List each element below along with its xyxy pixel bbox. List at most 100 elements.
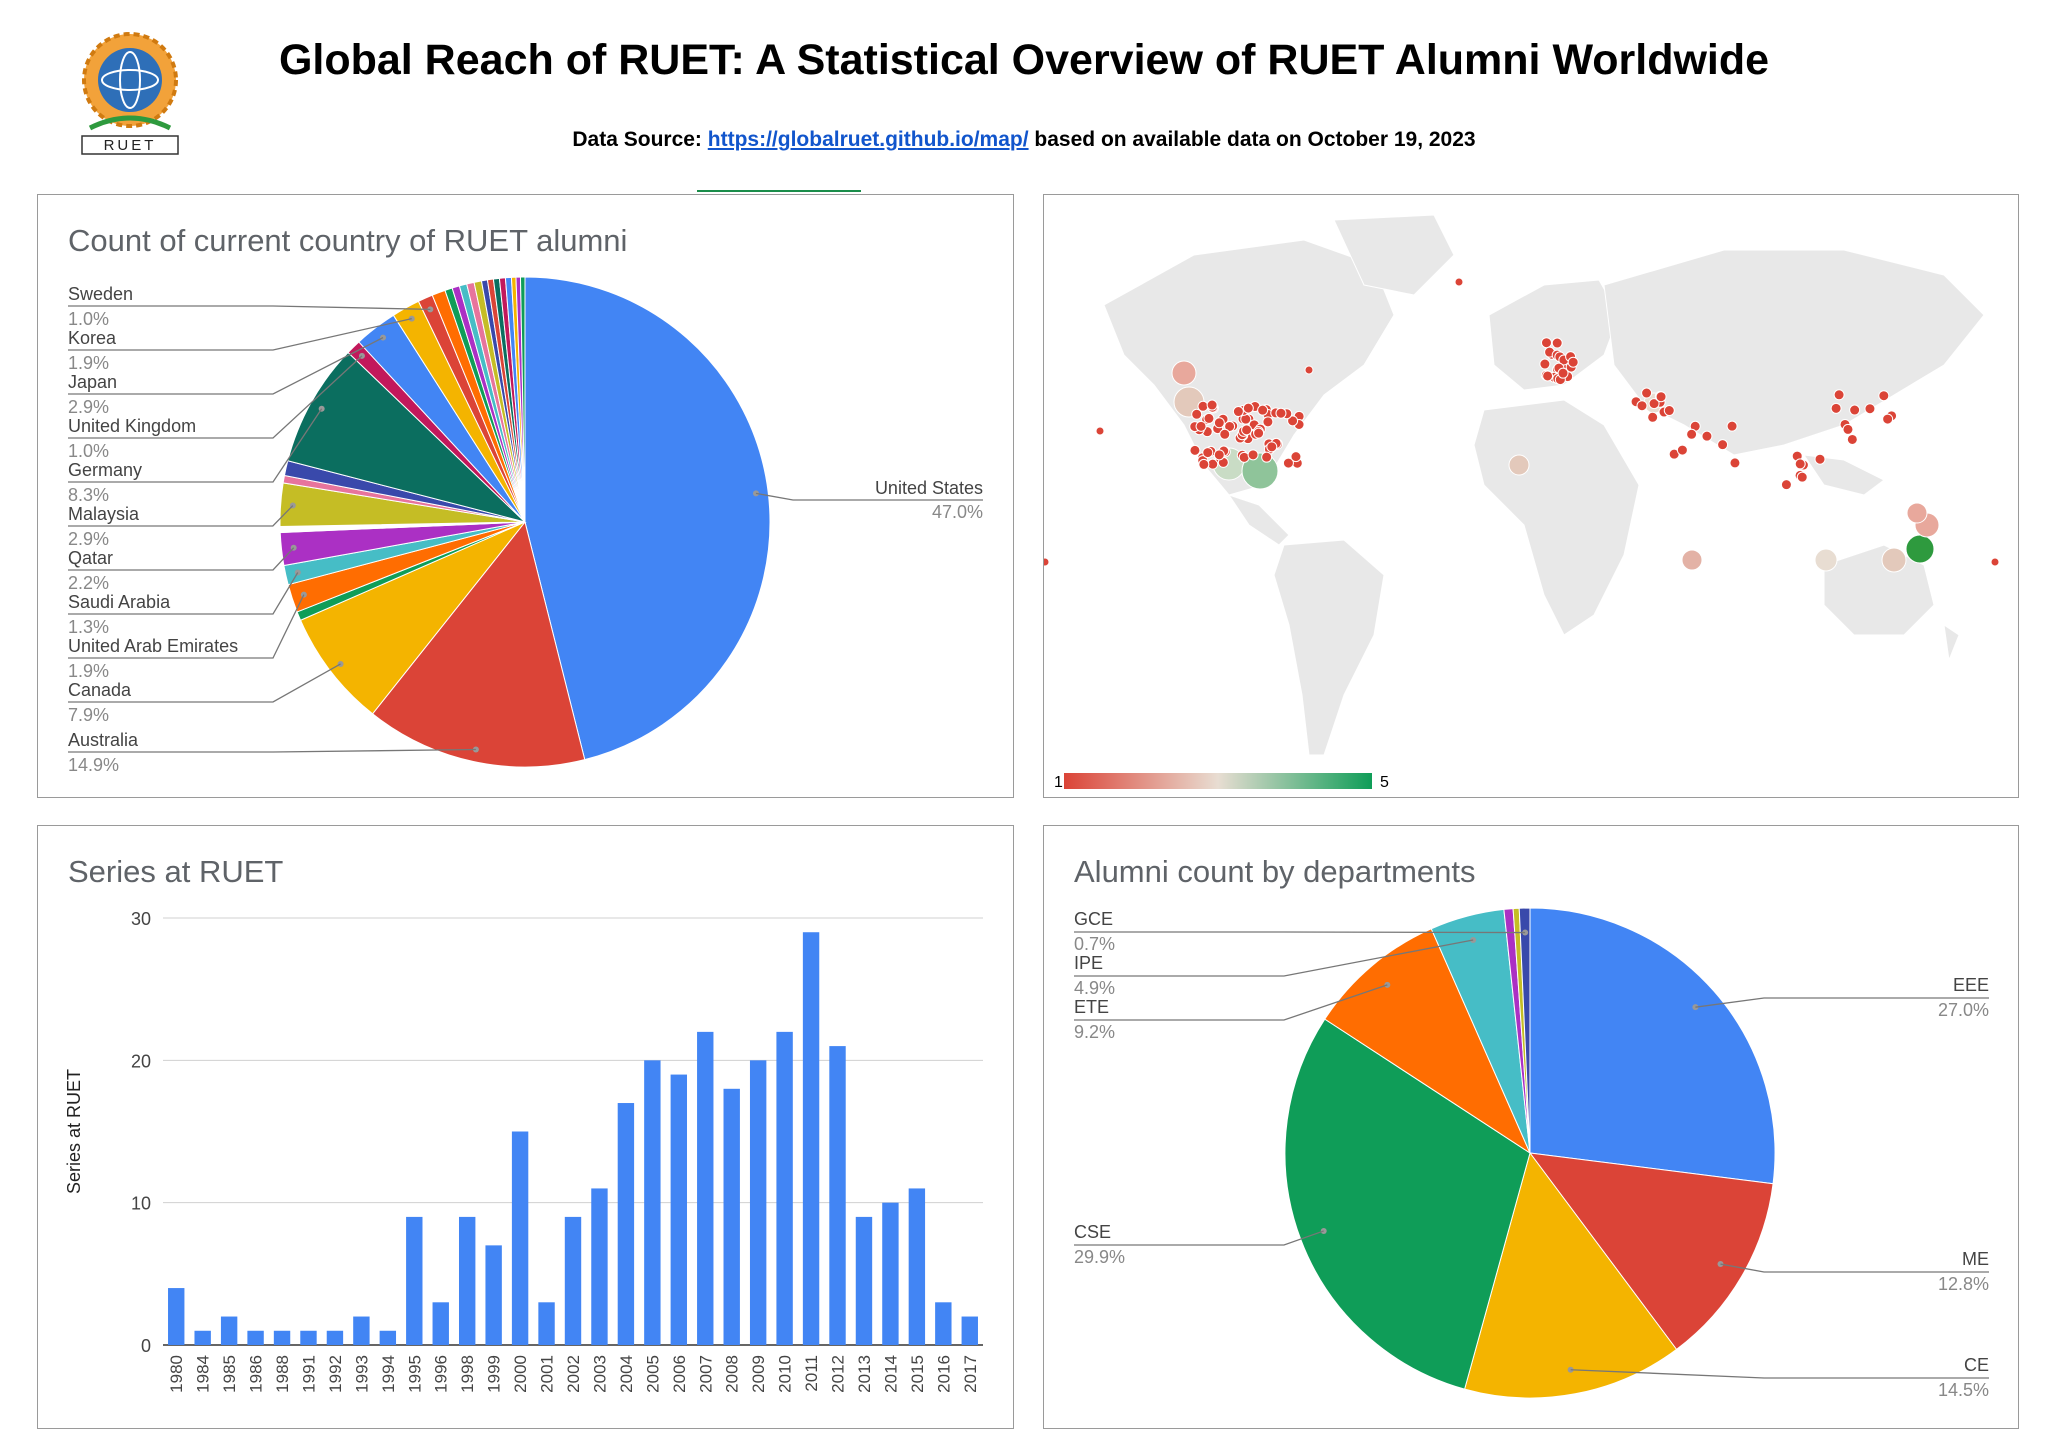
east-asia-marker[interactable] [1882, 413, 1894, 425]
usa-marker[interactable] [1202, 447, 1214, 459]
map-marker-pacific[interactable] [1095, 426, 1105, 436]
usa-marker[interactable] [1241, 424, 1253, 436]
europe-marker[interactable] [1540, 337, 1552, 349]
usa-marker[interactable] [1253, 427, 1265, 439]
map-marker-nz[interactable] [1990, 557, 2000, 567]
bar-1991[interactable] [300, 1330, 317, 1345]
bar-1994[interactable] [379, 1330, 397, 1345]
bar-2011[interactable] [802, 932, 820, 1345]
usa-marker[interactable] [1206, 399, 1218, 411]
pie-slice-australia[interactable] [371, 520, 586, 768]
east-asia-marker[interactable] [1830, 402, 1842, 414]
bar-2012[interactable] [829, 1046, 846, 1345]
east-asia-marker[interactable] [1878, 390, 1890, 402]
middle-east-marker[interactable] [1648, 398, 1660, 410]
europe-marker[interactable] [1567, 356, 1579, 368]
map-marker-atlantic[interactable] [1304, 365, 1314, 375]
europe-marker[interactable] [1551, 337, 1563, 349]
europe-marker[interactable] [1542, 370, 1554, 382]
bar-1985[interactable] [220, 1316, 238, 1345]
south-asia-marker[interactable] [1717, 439, 1729, 451]
map-cluster-halo-5[interactable] [1814, 548, 1838, 572]
southeast-asia-marker[interactable] [1780, 479, 1792, 491]
east-asia-marker[interactable] [1849, 404, 1861, 416]
south-asia-marker[interactable] [1729, 457, 1741, 469]
data-source-link[interactable]: https://globalruet.github.io/map/ [707, 128, 1029, 151]
usa-marker[interactable] [1189, 444, 1201, 456]
bar-1995[interactable] [406, 1216, 423, 1345]
usa-marker[interactable] [1203, 412, 1215, 424]
usa-marker[interactable] [1275, 407, 1287, 419]
pie-slice-canada[interactable] [299, 521, 526, 715]
bar-2010[interactable] [776, 1031, 793, 1345]
pie-slice-eee[interactable] [1529, 907, 1776, 1185]
pie-slice-other-29[interactable] [519, 276, 526, 523]
bar-2003[interactable] [591, 1188, 608, 1345]
world-map[interactable]: 1 5 [1044, 195, 2018, 797]
bar-2015[interactable] [908, 1188, 926, 1345]
usa-marker[interactable] [1198, 458, 1210, 470]
south-asia-marker[interactable] [1701, 430, 1713, 442]
map-cluster-halo-3[interactable] [1171, 360, 1197, 386]
pie-slice-me[interactable] [1528, 1152, 1774, 1351]
east-asia-marker[interactable] [1842, 423, 1854, 435]
east-asia-marker[interactable] [1833, 389, 1845, 401]
usa-marker[interactable] [1232, 406, 1244, 418]
southeast-asia-marker[interactable] [1796, 471, 1808, 483]
usa-marker[interactable] [1262, 416, 1274, 428]
bar-1992[interactable] [326, 1330, 344, 1345]
bar-2017[interactable] [961, 1316, 978, 1345]
europe-marker[interactable] [1557, 367, 1569, 379]
usa-marker[interactable] [1266, 441, 1278, 453]
pie-slice-united-states[interactable] [524, 276, 771, 761]
bar-1993[interactable] [353, 1316, 370, 1345]
bar-2005[interactable] [644, 1060, 661, 1345]
middle-east-marker[interactable] [1655, 391, 1667, 403]
south-asia-marker[interactable] [1726, 420, 1738, 432]
bar-2001[interactable] [538, 1302, 555, 1345]
usa-marker[interactable] [1195, 420, 1207, 432]
map-cluster-halo-11[interactable] [1508, 454, 1530, 476]
pie-slice-gce[interactable] [1518, 907, 1531, 1154]
usa-marker[interactable] [1261, 451, 1273, 463]
bar-2006[interactable] [670, 1074, 688, 1345]
usa-marker[interactable] [1213, 449, 1225, 461]
map-marker-north[interactable] [1454, 277, 1464, 287]
map-marker-west-edge[interactable] [1044, 557, 1050, 567]
bar-1999[interactable] [485, 1245, 502, 1345]
bar-2016[interactable] [935, 1302, 952, 1345]
map-cluster-halo-7[interactable] [1905, 534, 1935, 564]
southeast-asia-marker[interactable] [1814, 453, 1826, 465]
usa-marker[interactable] [1257, 404, 1269, 416]
bar-2014[interactable] [882, 1202, 899, 1345]
bar-2000[interactable] [511, 1131, 529, 1346]
usa-marker[interactable] [1282, 457, 1294, 469]
bar-2009[interactable] [749, 1060, 767, 1345]
middle-east-marker[interactable] [1636, 400, 1648, 412]
pie-slice-ce[interactable] [1463, 1151, 1678, 1399]
bar-2007[interactable] [697, 1031, 714, 1345]
east-asia-marker[interactable] [1846, 433, 1858, 445]
usa-marker[interactable] [1287, 415, 1299, 427]
bar-1984[interactable] [194, 1330, 211, 1345]
southeast-asia-marker[interactable] [1794, 458, 1806, 470]
map-cluster-halo-9[interactable] [1906, 502, 1928, 524]
usa-marker[interactable] [1197, 400, 1209, 412]
bar-1998[interactable] [458, 1216, 476, 1345]
middle-east-marker[interactable] [1647, 411, 1659, 423]
bar-1996[interactable] [432, 1302, 449, 1345]
usa-marker[interactable] [1213, 417, 1225, 429]
usa-marker[interactable] [1290, 451, 1302, 463]
usa-marker[interactable] [1247, 449, 1259, 461]
usa-marker[interactable] [1191, 408, 1203, 420]
middle-east-marker[interactable] [1663, 405, 1675, 417]
usa-marker[interactable] [1224, 420, 1236, 432]
europe-marker[interactable] [1539, 358, 1551, 370]
south-asia-marker[interactable] [1676, 444, 1688, 456]
south-asia-marker[interactable] [1686, 428, 1698, 440]
bar-2008[interactable] [723, 1088, 740, 1345]
east-asia-marker[interactable] [1864, 403, 1876, 415]
middle-east-marker[interactable] [1641, 387, 1653, 399]
bar-1980[interactable] [168, 1288, 185, 1345]
bar-2013[interactable] [855, 1216, 873, 1345]
